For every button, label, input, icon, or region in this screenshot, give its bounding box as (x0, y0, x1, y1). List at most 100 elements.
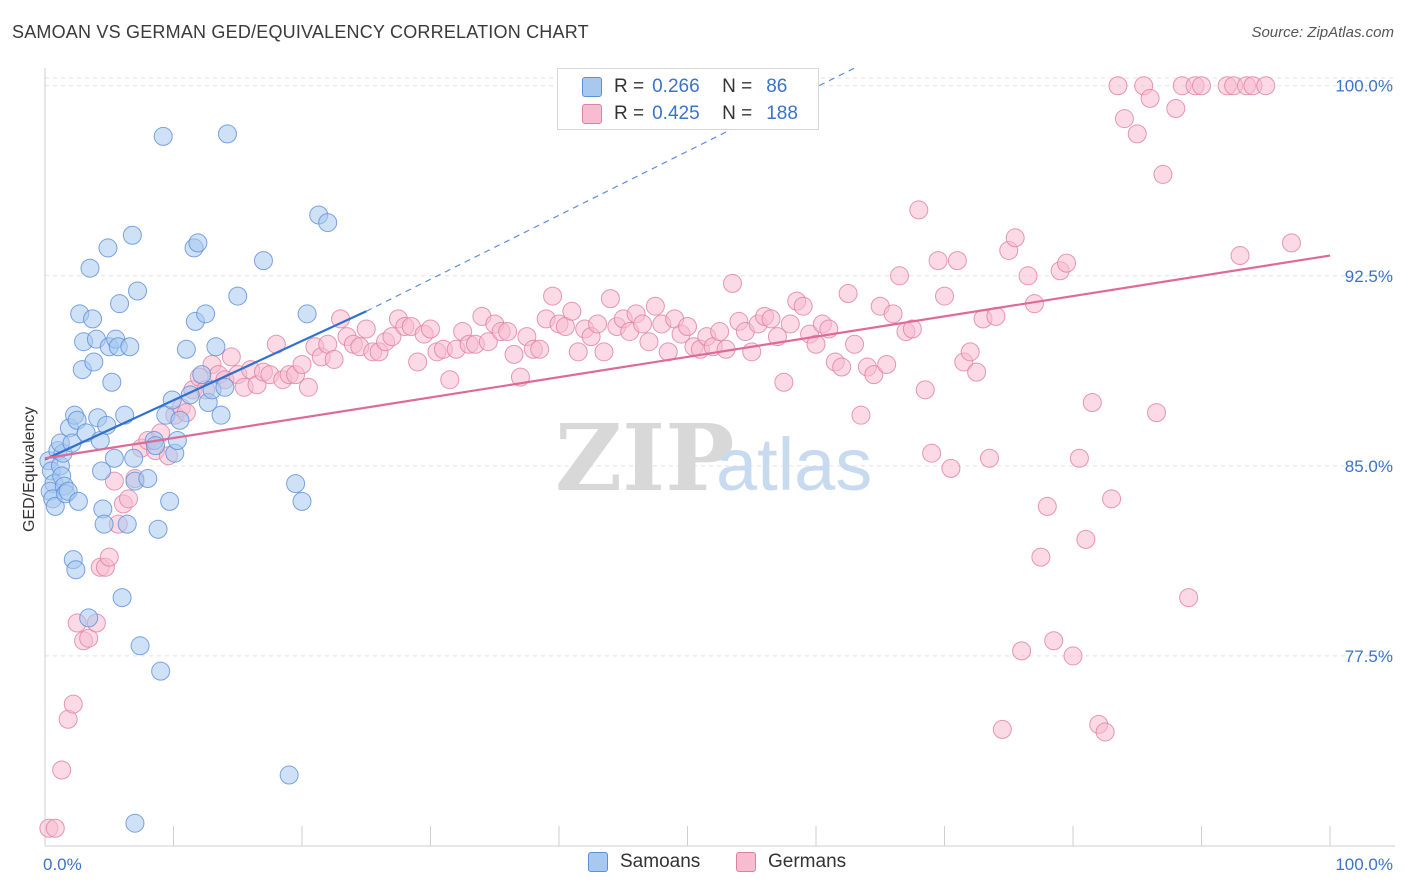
data-point (851, 405, 871, 425)
data-point (1057, 253, 1077, 273)
data-point (122, 225, 142, 245)
data-point (845, 334, 865, 354)
data-point (543, 286, 563, 306)
data-point (160, 491, 180, 511)
data-point (104, 471, 124, 491)
data-point (217, 124, 237, 144)
data-point (979, 448, 999, 468)
data-point (1230, 246, 1250, 266)
data-point (211, 405, 231, 425)
data-point (1147, 403, 1167, 423)
data-point (408, 352, 428, 372)
data-point (722, 273, 742, 293)
data-point (92, 461, 112, 481)
data-point (124, 448, 144, 468)
data-point (298, 377, 318, 397)
data-point (192, 365, 212, 385)
data-point (883, 304, 903, 324)
data-point (1192, 76, 1211, 96)
data-point (498, 322, 518, 342)
data-point (960, 342, 980, 362)
data-point (318, 213, 338, 233)
data-point (196, 304, 216, 324)
data-point (1063, 646, 1083, 666)
legend-r-value: 0.266 (652, 76, 700, 97)
data-point (678, 316, 697, 336)
data-point (1179, 588, 1199, 608)
legend-n-value: 86 (766, 76, 788, 97)
data-point (110, 294, 130, 314)
data-point (1031, 547, 1051, 567)
data-point (877, 355, 897, 375)
data-point (68, 491, 88, 511)
data-point (151, 661, 171, 681)
data-point (79, 628, 99, 648)
data-point (600, 289, 620, 309)
data-point (52, 760, 72, 780)
y-tick-label: 100.0% (1335, 77, 1393, 96)
data-point (504, 344, 524, 364)
data-point (125, 813, 145, 833)
data-point (568, 342, 588, 362)
data-point (793, 296, 813, 316)
data-point (45, 496, 65, 516)
data-point (188, 233, 208, 253)
data-point (45, 818, 65, 838)
data-point (215, 377, 235, 397)
data-point (1140, 88, 1160, 108)
data-point (922, 443, 942, 463)
y-axis-label: GED/Equivalency (21, 407, 38, 532)
y-tick-label: 92.5% (1345, 267, 1393, 286)
data-point (864, 365, 884, 385)
legend-row-germans: R = 0.425 N = 188 (582, 102, 798, 126)
data-point (130, 636, 150, 656)
legend-swatch-samoans (582, 77, 602, 97)
data-point (99, 547, 119, 567)
data-point (382, 327, 402, 347)
legend-n-label: N = (722, 76, 753, 97)
data-point (909, 200, 929, 220)
data-point (112, 588, 132, 608)
x-tick-label: 100.0% (1335, 855, 1393, 874)
legend-item-samoans[interactable]: Samoans (588, 851, 700, 873)
data-point (80, 258, 100, 278)
legend-swatch-germans (736, 852, 756, 872)
data-point (992, 719, 1012, 739)
data-point (253, 251, 273, 271)
data-point (98, 238, 118, 258)
legend-row-samoans: R = 0.266 N = 86 (582, 75, 787, 99)
data-point (297, 304, 317, 324)
data-point (1256, 76, 1276, 96)
data-point (1281, 233, 1301, 253)
data-point (1044, 631, 1064, 651)
data-point (1153, 164, 1173, 184)
data-point (421, 319, 440, 339)
data-point (79, 608, 99, 628)
data-point (832, 357, 852, 377)
legend-r-label: R = (614, 76, 645, 97)
data-point (1114, 109, 1134, 129)
data-point (176, 339, 196, 359)
data-point (66, 560, 86, 580)
watermark-zip: ZIP (555, 404, 734, 512)
data-point (1082, 393, 1102, 413)
data-point (761, 309, 781, 329)
y-tick-label: 77.5% (1345, 647, 1393, 666)
data-point (562, 301, 582, 321)
data-point (84, 352, 104, 372)
data-point (633, 314, 653, 334)
data-point (530, 339, 550, 359)
data-point (780, 314, 800, 334)
legend-swatch-samoans (588, 852, 608, 872)
data-point (356, 319, 376, 339)
data-point (83, 309, 103, 329)
data-point (153, 126, 173, 146)
legend-item-germans[interactable]: Germans (736, 851, 846, 873)
data-point (1076, 529, 1096, 549)
data-point (221, 347, 241, 367)
data-point (1005, 228, 1025, 248)
data-point (710, 322, 730, 342)
legend-label-samoans: Samoans (620, 851, 701, 872)
legend-r-label: R = (614, 103, 645, 124)
data-point (120, 337, 140, 357)
